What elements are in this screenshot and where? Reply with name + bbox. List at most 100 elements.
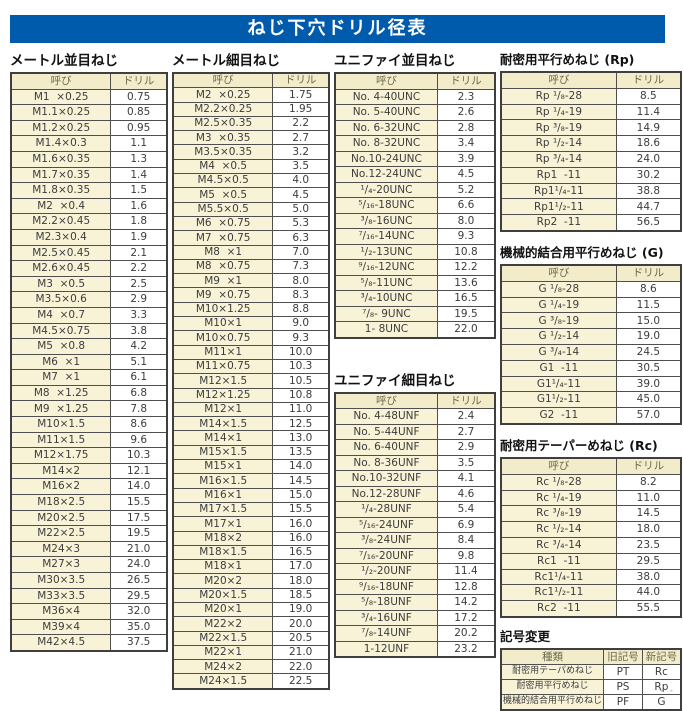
drill-cell: 16.5 (436, 290, 496, 307)
table-row: ⁷/₁₆-20UNF 9.8 (334, 547, 496, 564)
table-body: M2 ×0.25 1.75 M2.2×0.25 1.95 M2.5×0.35 2.2 M3 … (172, 87, 330, 690)
drill-cell: 23.5 (615, 536, 682, 554)
table-row: Rp ³/₄-14 24.0 (500, 150, 682, 168)
table-body: No. 4-40UNC 2.3 No. 5-40UNC 2.6 No. 6-32UNC 2… (334, 88, 496, 338)
drill-cell: 4.0 (272, 173, 330, 189)
name-cell: M10×1 (172, 316, 274, 332)
name-cell: M36×4 (10, 603, 112, 620)
table-row: M24×3 21.0 (10, 540, 168, 558)
drill-cell: 2.4 (436, 408, 496, 425)
table-row: 機械的結合用平行めねじ PF G (500, 693, 682, 711)
header-row: 呼び ドリル (172, 72, 330, 89)
drill-cell: 7.3 (272, 258, 330, 275)
table-row: Rc1 -11 29.5 (500, 552, 682, 570)
name-cell: M22×1.5 (172, 630, 274, 646)
table-row: ⁵/₁₆-18UNC 6.6 (334, 197, 496, 214)
name-cell: 1-12UNF (334, 640, 438, 658)
name-cell: M3 ×0.5 (10, 275, 112, 293)
drill-cell: 8.6 (110, 416, 168, 433)
new-symbol-cell: Rc (641, 663, 682, 680)
table-row: Rc ¹/₄-19 11.0 (500, 489, 682, 507)
table-row: Rp ³/₈-19 14.9 (500, 119, 682, 137)
col-header-drill: ドリル (110, 72, 168, 90)
table-row: M9 ×1 8.0 (172, 273, 330, 289)
table-row: M24×2 22.0 (172, 659, 330, 675)
table-row: Rp ¹/₈-28 8.5 (500, 87, 682, 105)
table-row: M17×1.5 15.5 (172, 501, 330, 518)
table-row: M1.2×0.25 0.95 (10, 119, 168, 137)
table-row: M1.6×0.35 1.3 (10, 150, 168, 168)
name-cell: M2.2×0.25 (172, 101, 274, 117)
table-row: G2 -11 57.0 (500, 407, 682, 425)
drill-cell: 2.1 (110, 244, 168, 262)
page-title-text: ねじ下穴ドリル径表 (247, 18, 428, 39)
drill-cell: 11.0 (615, 489, 682, 507)
table-row: Rc ³/₄-14 23.5 (500, 536, 682, 554)
drill-cell: 4.5 (436, 166, 496, 183)
name-cell: No.10-24UNC (334, 150, 438, 167)
table-row: No. 4-48UNF 2.4 (334, 408, 496, 425)
name-cell: M11×1 (172, 344, 274, 360)
table-body: M1 ×0.25 0.75 M1.1×0.25 0.85 M1.2×0.25 0.95 M1… (10, 88, 168, 652)
drill-cell: 14.0 (272, 459, 330, 475)
name-cell: M9 ×1 (172, 273, 274, 289)
name-cell: G ³/₈-19 (500, 312, 617, 330)
name-cell: M17×1 (172, 516, 274, 532)
name-cell: M27×3 (10, 556, 112, 573)
table-row: Rp1¹/₂-11 44.7 (500, 198, 682, 216)
header-row: 呼び ドリル (500, 457, 682, 475)
drill-cell: 5.3 (272, 215, 330, 232)
table-row: M3 ×0.35 2.7 (172, 130, 330, 146)
name-cell: ³/₄-10UNC (334, 290, 438, 307)
table-row: M15×1 14.0 (172, 459, 330, 475)
drill-cell: 1.75 (272, 87, 330, 103)
table-row: M4.5×0.75 3.8 (10, 322, 168, 340)
name-cell: M22×2.5 (10, 525, 112, 542)
symbol-change-table: 種類 旧記号 新記号 耐密用テーパめねじ PT Rc 耐密用平行めねじ PS Rp 機械的結… (500, 647, 682, 711)
table-row: M20×2.5 17.5 (10, 509, 168, 527)
table-row: G1 -11 30.5 (500, 359, 682, 377)
name-cell: G ¹/₄-19 (500, 296, 617, 314)
drill-cell: 15.0 (272, 487, 330, 503)
drill-cell: 3.2 (272, 144, 330, 160)
kind-cell: 耐密用平行めねじ (500, 678, 605, 695)
drill-cell: 29.5 (615, 552, 682, 570)
name-cell: G ¹/₈-28 (500, 280, 617, 298)
table-row: M20×1.5 18.5 (172, 587, 330, 603)
drill-cell: 17.0 (272, 559, 330, 575)
name-cell: No.10-32UNF (334, 470, 438, 487)
drill-cell: 5.0 (272, 201, 330, 217)
col-header-kind: 種類 (500, 648, 605, 665)
name-cell: M16×1 (172, 487, 274, 503)
drill-cell: 4.5 (272, 187, 330, 203)
drill-cell: 14.9 (615, 119, 682, 137)
drill-cell: 5.2 (436, 181, 496, 198)
table-row: Rp2 -11 56.5 (500, 214, 682, 232)
name-cell: M12×1.5 (172, 373, 274, 389)
drill-cell: 32.0 (110, 603, 168, 620)
table-row: M11×1.5 9.6 (10, 431, 168, 449)
table-row: ⁵/₈-11UNC 13.6 (334, 274, 496, 291)
drill-cell: 5.1 (110, 353, 168, 371)
name-cell: M14×1 (172, 430, 274, 446)
drill-cell: 15.0 (615, 312, 682, 330)
name-cell: M14×2 (10, 462, 112, 480)
drill-cell: 8.5 (615, 87, 682, 105)
name-cell: Rc ³/₄-14 (500, 536, 617, 554)
table-row: M6 ×1 5.1 (10, 353, 168, 371)
name-cell: M16×1.5 (172, 473, 274, 489)
name-cell: M1.7×0.35 (10, 166, 112, 184)
name-cell: M12×1.75 (10, 447, 112, 464)
table-row: G ¹/₂-14 19.0 (500, 328, 682, 345)
name-cell: ¹/₂-20UNF (334, 563, 438, 580)
name-cell: M24×1.5 (172, 673, 274, 690)
name-cell: G1¹/₄-11 (500, 375, 617, 393)
table-row: ⁷/₁₆-14UNC 9.3 (334, 228, 496, 245)
name-cell: Rp ¹/₈-28 (500, 87, 617, 105)
table-row: G ¹/₄-19 11.5 (500, 296, 682, 314)
drill-cell: 16.5 (272, 544, 330, 561)
name-cell: Rp ¹/₄-19 (500, 103, 617, 121)
table-row: M2 ×0.25 1.75 (172, 87, 330, 103)
table-row: Rc ³/₈-19 14.5 (500, 505, 682, 523)
drill-cell: 18.0 (272, 573, 330, 589)
